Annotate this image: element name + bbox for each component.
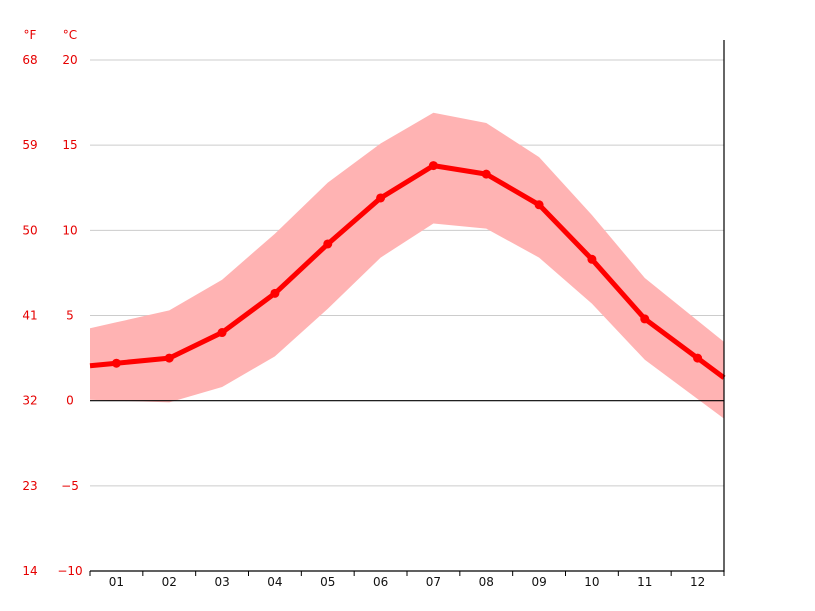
x-tick-label-10: 10 <box>584 575 599 589</box>
x-tick-label-07: 07 <box>426 575 441 589</box>
data-point-01 <box>111 358 121 368</box>
y-tick-label-f: 14 <box>22 564 37 578</box>
mean-temperature-line <box>89 163 726 380</box>
data-point-08 <box>481 169 491 179</box>
data-point-10 <box>587 254 597 264</box>
data-point-06 <box>376 193 386 203</box>
data-point-04 <box>270 288 280 298</box>
x-tick-label-01: 01 <box>109 575 124 589</box>
x-tick-label-04: 04 <box>267 575 282 589</box>
data-point-07 <box>428 161 438 171</box>
temperature-range-band <box>90 112 724 419</box>
y-tick-label-c: 5 <box>66 309 74 323</box>
y-tick-label-c: 20 <box>62 53 77 67</box>
x-tick-label-05: 05 <box>320 575 335 589</box>
data-point-12 <box>693 353 703 363</box>
x-tick-label-03: 03 <box>214 575 229 589</box>
y-tick-label-c: 15 <box>62 138 77 152</box>
y-tick-label-f: 32 <box>22 394 37 408</box>
y-tick-label-f: 23 <box>22 479 37 493</box>
unit-c-label: °C <box>63 28 77 42</box>
y-tick-label-f: 59 <box>22 138 37 152</box>
axes <box>89 40 725 576</box>
temperature-line-series <box>89 161 726 380</box>
data-point-03 <box>217 328 227 338</box>
y-tick-label-f: 50 <box>22 223 37 237</box>
y-tick-label-f: 41 <box>22 309 37 323</box>
y-tick-label-c: 10 <box>62 223 77 237</box>
x-tick-label-06: 06 <box>373 575 388 589</box>
x-axis-labels: 01 02 03 04 05 06 07 08 09 10 11 12 <box>109 575 705 589</box>
data-point-05 <box>323 239 333 249</box>
data-point-11 <box>640 314 650 324</box>
y-tick-label-c: 0 <box>66 394 74 408</box>
x-tick-label-08: 08 <box>479 575 494 589</box>
x-tick-label-12: 12 <box>690 575 705 589</box>
x-tick-label-11: 11 <box>637 575 652 589</box>
y-tick-label-c: −5 <box>61 479 79 493</box>
y-axis-labels: °F °C 68 20 59 15 50 10 41 5 32 0 23 −5 14 −10 <box>22 28 82 578</box>
y-tick-label-f: 68 <box>22 53 37 67</box>
unit-f-label: °F <box>24 28 37 42</box>
x-tick-label-02: 02 <box>162 575 177 589</box>
x-tick-label-09: 09 <box>531 575 546 589</box>
y-tick-label-c: −10 <box>57 564 82 578</box>
range-band-area <box>90 112 724 419</box>
data-point-02 <box>164 353 174 363</box>
data-point-09 <box>534 200 544 210</box>
